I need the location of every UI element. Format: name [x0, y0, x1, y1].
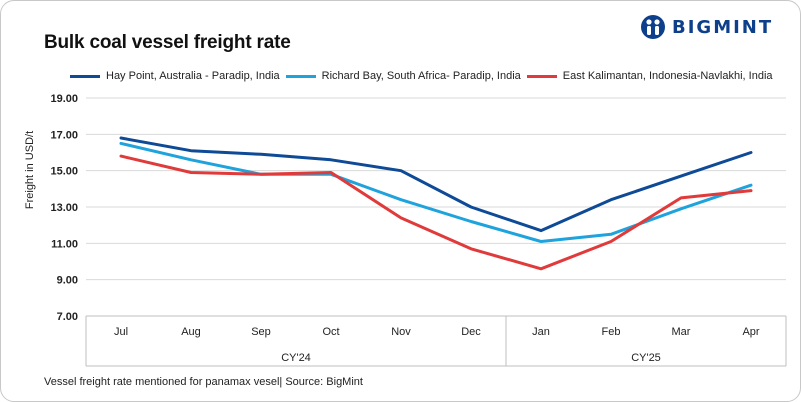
- y-tick-label: 9.00: [57, 275, 78, 287]
- bigmint-logo: BIGMINT: [640, 14, 780, 40]
- y-tick-label: 13.00: [50, 202, 78, 214]
- x-tick-label: Dec: [461, 326, 481, 338]
- x-tick-label: Feb: [602, 326, 621, 338]
- x-tick-label: Apr: [742, 326, 759, 338]
- group-label: CY'25: [631, 352, 661, 364]
- y-tick-label: 17.00: [50, 129, 78, 141]
- x-tick-label: Mar: [672, 326, 691, 338]
- legend-label: Hay Point, Australia - Paradip, India: [106, 70, 280, 82]
- chart-footnote: Vessel freight rate mentioned for panama…: [44, 376, 363, 388]
- x-tick-label: Jul: [114, 326, 128, 338]
- legend-item-series-3: East Kalimantan, Indonesia-Navlakhi, Ind…: [526, 70, 773, 82]
- y-tick-label: 11.00: [51, 238, 78, 250]
- series-line-2: [119, 141, 753, 243]
- series-line-3: [119, 154, 753, 271]
- x-tick-label: Sep: [251, 326, 271, 338]
- y-tick-label: 19.00: [50, 93, 78, 105]
- legend-label: Richard Bay, South Africa- Paradip, Indi…: [321, 70, 521, 82]
- legend-item-series-1: Hay Point, Australia - Paradip, India: [70, 70, 280, 82]
- x-tick-label: Aug: [181, 326, 201, 338]
- legend-swatch: [70, 74, 100, 78]
- legend-swatch: [526, 74, 557, 78]
- legend-item-series-2: Richard Bay, South Africa- Paradip, Indi…: [285, 70, 521, 82]
- legend-label: East Kalimantan, Indonesia-Navlakhi, Ind…: [562, 70, 773, 82]
- x-tick-label: Nov: [391, 326, 411, 338]
- chart-legend: Hay Point, Australia - Paradip, India Ri…: [70, 68, 779, 84]
- x-tick-label: Jan: [532, 326, 550, 338]
- legend-swatch: [285, 74, 316, 78]
- series-line-1: [119, 136, 753, 233]
- chart-title: Bulk coal vessel freight rate: [44, 32, 291, 53]
- group-label: CY'24: [281, 352, 311, 364]
- logo-icon: [641, 15, 665, 39]
- logo-text: BIGMINT: [672, 17, 774, 38]
- y-tick-label: 15.00: [50, 166, 78, 178]
- y-tick-label: 7.00: [57, 311, 78, 323]
- x-tick-label: Oct: [322, 326, 339, 338]
